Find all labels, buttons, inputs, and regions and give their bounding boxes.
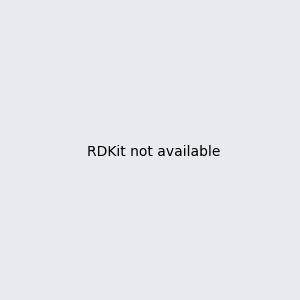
Text: RDKit not available: RDKit not available: [87, 145, 220, 158]
